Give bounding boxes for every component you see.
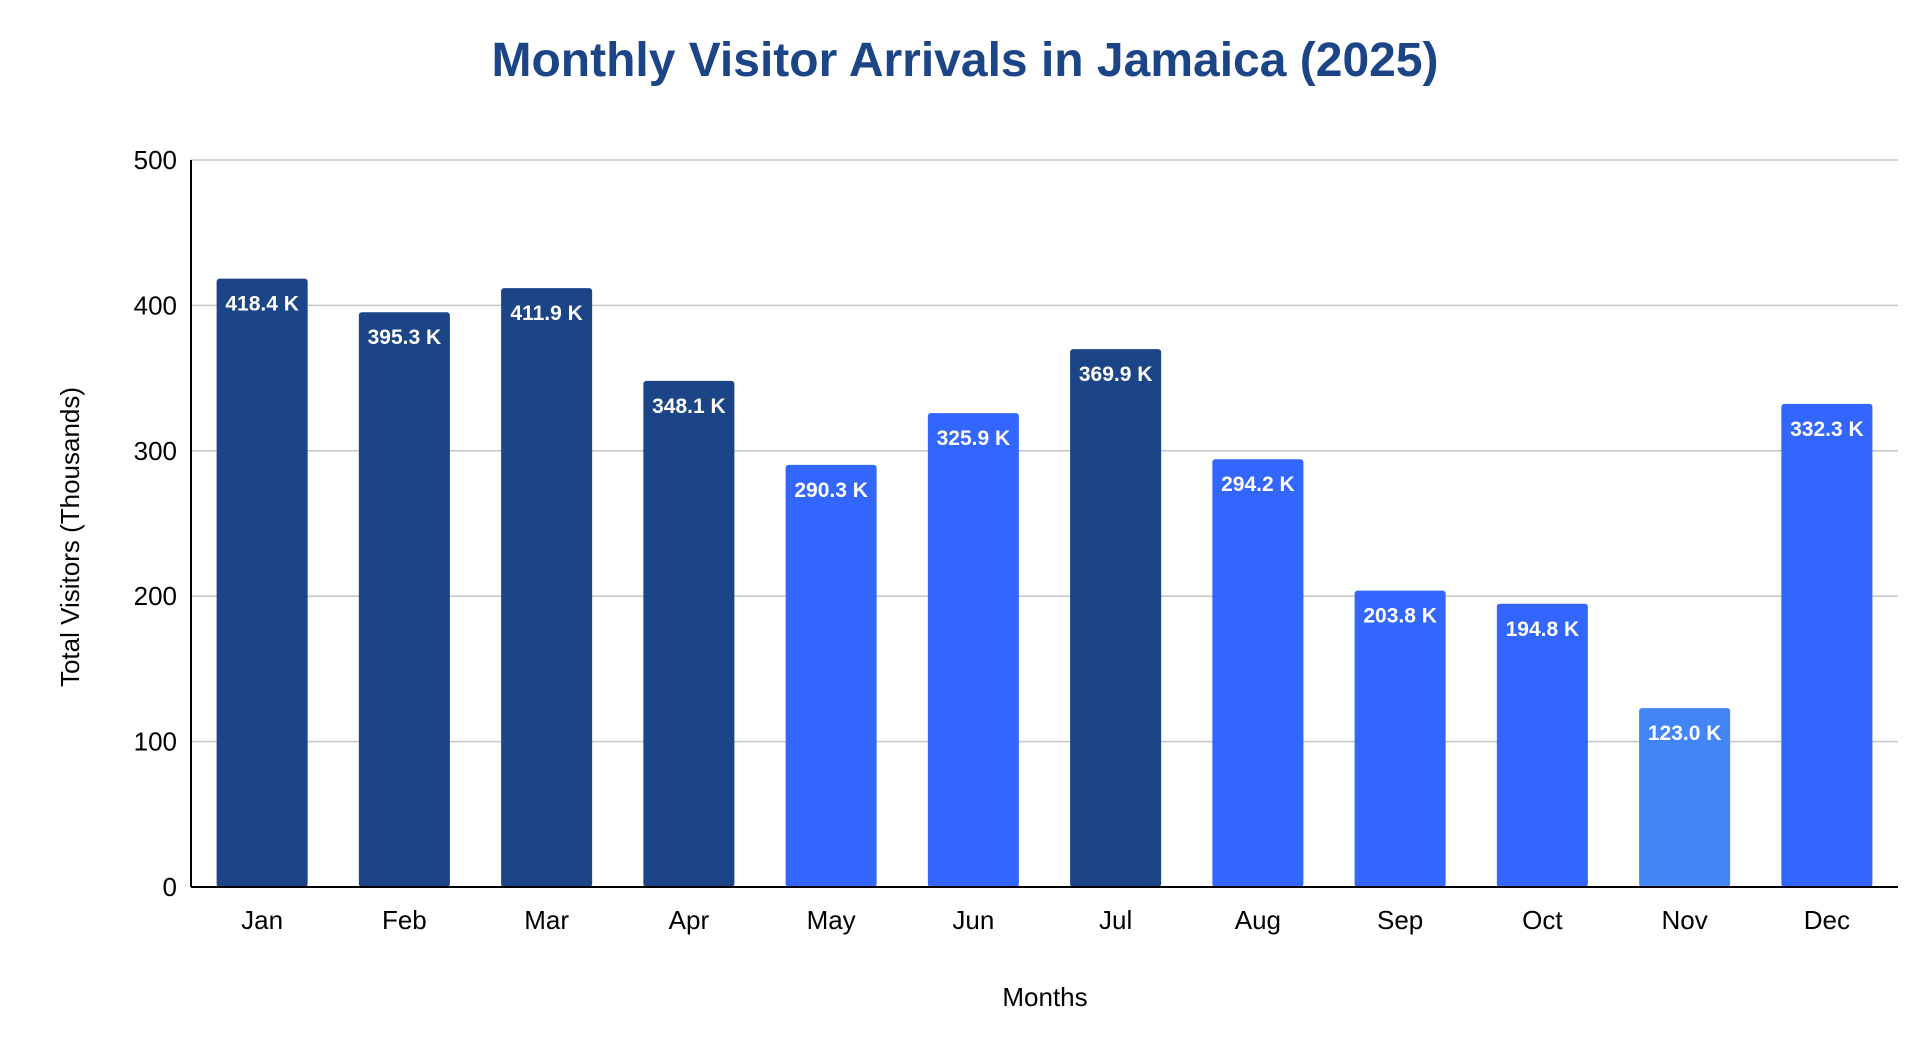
tick-labels: 0 100 200 300 400 500 Jan Feb Mar Apr May Jun Jul Aug…	[134, 145, 1850, 935]
x-axis-title: Months	[1002, 982, 1087, 1012]
data-label: 418.4 K	[225, 293, 299, 316]
data-label: 294.2 K	[1221, 473, 1295, 496]
data-label: 348.1 K	[652, 395, 726, 418]
gridlines	[191, 159, 1898, 743]
y-axis-title: Total Visitors (Thousands)	[55, 387, 85, 687]
data-label: 332.3 K	[1790, 418, 1864, 441]
data-label: 194.8 K	[1506, 618, 1580, 641]
bar-jan	[216, 278, 308, 888]
bar-mar	[501, 288, 593, 887]
bar-jun	[927, 413, 1019, 887]
x-tick-label: Nov	[1662, 905, 1708, 935]
bar-sep	[1354, 590, 1446, 887]
data-label: 203.8 K	[1363, 605, 1437, 628]
bar-aug	[1212, 459, 1304, 887]
y-tick-label: 200	[134, 581, 177, 611]
y-tick-label: 100	[134, 727, 177, 757]
x-tick-label: Jun	[952, 905, 994, 935]
x-tick-label: Jul	[1099, 905, 1132, 935]
x-tick-label: Apr	[669, 905, 710, 935]
x-tick-label: Feb	[382, 905, 427, 935]
y-tick-label: 0	[163, 872, 177, 902]
bar-dec	[1781, 403, 1873, 887]
data-label: 325.9 K	[937, 427, 1011, 450]
x-tick-label: Sep	[1377, 905, 1423, 935]
data-label: 395.3 K	[368, 326, 442, 349]
data-label: 411.9 K	[510, 302, 582, 325]
bars	[216, 278, 1873, 888]
data-label: 290.3 K	[794, 479, 868, 502]
bar-nov	[1639, 708, 1731, 887]
x-tick-label: Dec	[1804, 905, 1850, 935]
bar-jul	[1070, 349, 1162, 887]
y-tick-label: 500	[134, 145, 177, 175]
bar-feb	[358, 312, 450, 888]
x-tick-label: May	[807, 905, 856, 935]
y-tick-label: 400	[134, 290, 177, 320]
data-label: 369.9 K	[1079, 363, 1153, 386]
x-tick-label: Aug	[1235, 905, 1281, 935]
bar-may	[785, 464, 877, 887]
data-labels: 418.4 K 395.3 K 411.9 K 348.1 K 290.3 K 325.9…	[225, 293, 1863, 746]
x-tick-label: Mar	[524, 905, 569, 935]
x-tick-label: Oct	[1522, 905, 1563, 935]
bar-apr	[643, 380, 735, 887]
axes	[190, 160, 1898, 888]
chart-title: Monthly Visitor Arrivals in Jamaica (202…	[491, 34, 1438, 87]
data-label: 123.0 K	[1648, 722, 1722, 745]
y-tick-label: 300	[134, 436, 177, 466]
x-tick-label: Jan	[241, 905, 283, 935]
bar-oct	[1496, 603, 1588, 887]
